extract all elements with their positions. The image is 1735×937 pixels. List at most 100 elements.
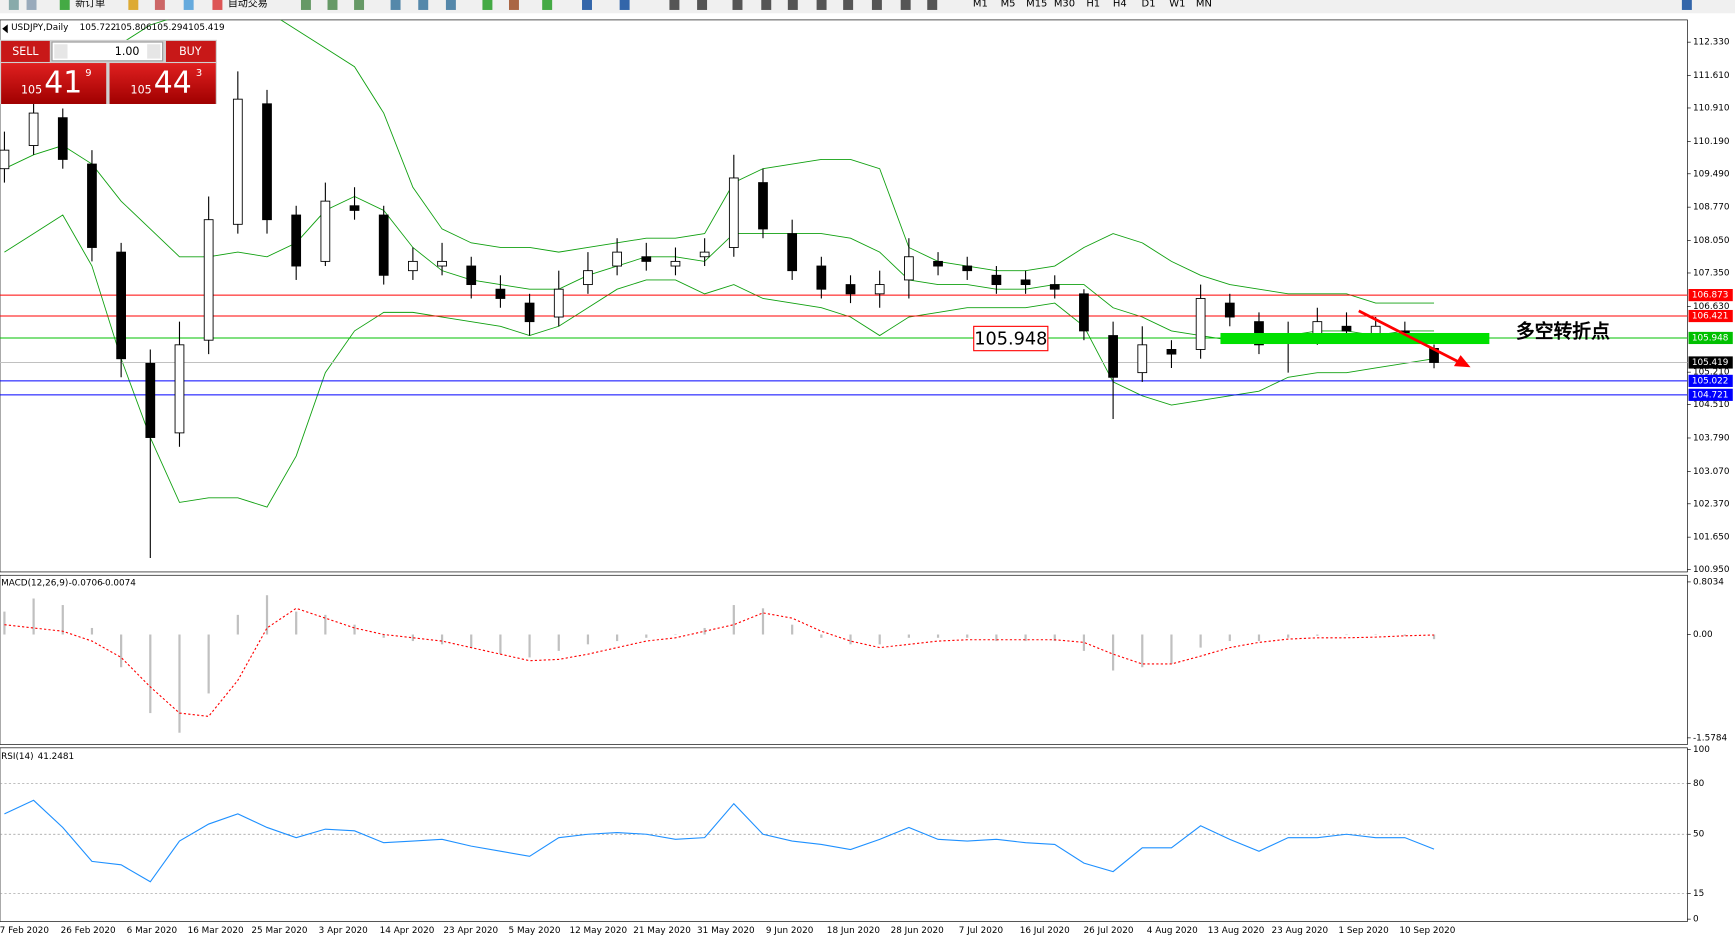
macd-bar bbox=[1053, 634, 1056, 642]
icon[interactable] bbox=[418, 0, 429, 10]
icon[interactable] bbox=[871, 0, 882, 10]
timeframe[interactable]: H4 bbox=[1113, 0, 1127, 9]
icon[interactable] bbox=[482, 0, 493, 10]
timeframe[interactable]: H1 bbox=[1086, 0, 1100, 9]
icon[interactable] bbox=[669, 0, 680, 10]
icon[interactable] bbox=[183, 0, 194, 10]
timeframe[interactable]: M30 bbox=[1054, 0, 1075, 9]
price-box bbox=[973, 325, 1049, 352]
y-tick-label: 102.370 bbox=[1693, 499, 1730, 509]
macd-bar bbox=[32, 598, 35, 635]
icon[interactable] bbox=[697, 0, 708, 10]
buy-price-big[interactable]: 105 bbox=[131, 84, 152, 97]
macd-bar bbox=[1024, 634, 1027, 642]
candle-body bbox=[1108, 335, 1118, 378]
level-tag-label: 105.022 bbox=[1692, 376, 1729, 386]
icon[interactable] bbox=[787, 0, 798, 10]
y-tick-label: 106.630 bbox=[1693, 302, 1730, 312]
new-order[interactable]: 新订单 bbox=[75, 0, 105, 9]
y-tick-label: 80 bbox=[1693, 779, 1705, 789]
macd-panel bbox=[0, 574, 1688, 745]
rsi-title: RSI(14) bbox=[1, 752, 34, 762]
icon[interactable] bbox=[8, 0, 19, 10]
icon[interactable] bbox=[128, 0, 139, 10]
lots-down[interactable] bbox=[54, 44, 68, 59]
icon[interactable] bbox=[900, 0, 911, 10]
icon[interactable] bbox=[927, 0, 938, 10]
lots[interactable]: 1.00 bbox=[115, 45, 140, 58]
icon[interactable] bbox=[390, 0, 401, 10]
icon[interactable] bbox=[843, 0, 854, 10]
macd-bar bbox=[557, 634, 560, 651]
sell-price-point[interactable]: 9 bbox=[85, 68, 91, 79]
icon[interactable] bbox=[732, 0, 743, 10]
x-tick-label: 13 Aug 2020 bbox=[1208, 926, 1265, 936]
buy-button[interactable] bbox=[165, 40, 216, 62]
signal-line bbox=[4, 607, 1435, 717]
candle-body bbox=[1079, 293, 1089, 332]
y-tick-label: 0.8034 bbox=[1693, 577, 1724, 587]
sell-button[interactable] bbox=[1, 40, 50, 62]
new-order-icon[interactable] bbox=[59, 0, 70, 10]
search-icon[interactable] bbox=[1681, 0, 1692, 10]
y-tick-label: 103.070 bbox=[1693, 467, 1730, 477]
candle-body bbox=[408, 260, 418, 272]
candle-body bbox=[349, 205, 360, 211]
y-tick-label: 0.00 bbox=[1693, 630, 1713, 640]
header-icon bbox=[2, 24, 8, 34]
candle-body bbox=[1224, 302, 1235, 318]
icon[interactable] bbox=[542, 0, 553, 10]
candle-body bbox=[670, 260, 681, 267]
icon[interactable] bbox=[619, 0, 630, 10]
timeframe[interactable]: W1 bbox=[1169, 0, 1185, 9]
icon[interactable] bbox=[354, 0, 365, 10]
timeframe[interactable]: MN bbox=[1196, 0, 1212, 9]
macd-bar bbox=[61, 605, 64, 635]
band-upper bbox=[4, 19, 1435, 304]
macd-bar bbox=[528, 634, 531, 658]
macd-bar bbox=[265, 595, 269, 635]
timeframe[interactable]: M15 bbox=[1026, 0, 1047, 9]
buy-price-pips[interactable]: 44 bbox=[154, 66, 192, 101]
icon[interactable] bbox=[445, 0, 456, 10]
macd-bar bbox=[849, 634, 852, 645]
timeframe[interactable]: D1 bbox=[1142, 0, 1156, 9]
icon[interactable] bbox=[582, 0, 592, 10]
sell-price-pips[interactable]: 41 bbox=[44, 66, 82, 101]
timeframe[interactable]: M1 bbox=[973, 0, 988, 9]
y-tick-label: 111.610 bbox=[1693, 71, 1730, 81]
buy-label[interactable]: BUY bbox=[179, 45, 202, 58]
auto-trading[interactable]: 自动交易 bbox=[228, 0, 268, 9]
y-tick-label: 110.190 bbox=[1693, 137, 1730, 147]
icon[interactable] bbox=[26, 0, 37, 10]
buy-price-button[interactable] bbox=[109, 63, 216, 104]
icon[interactable] bbox=[508, 0, 519, 10]
candle-body bbox=[174, 344, 185, 434]
macd-bar bbox=[207, 634, 210, 694]
sell-price-big[interactable]: 105 bbox=[21, 84, 42, 97]
macd-bar bbox=[1111, 634, 1115, 671]
icon[interactable] bbox=[154, 0, 165, 10]
x-tick-label: 26 Feb 2020 bbox=[61, 926, 116, 936]
icon[interactable] bbox=[761, 0, 772, 10]
level-tag bbox=[1688, 374, 1733, 387]
timeframe[interactable]: M5 bbox=[1001, 0, 1016, 9]
x-tick-label: 6 Mar 2020 bbox=[127, 926, 178, 936]
lots-input[interactable] bbox=[51, 41, 164, 62]
level-tag-label: 105.419 bbox=[1692, 358, 1729, 368]
icon[interactable] bbox=[327, 0, 338, 10]
price-panel bbox=[0, 19, 1688, 573]
sell-label[interactable]: SELL bbox=[12, 45, 39, 58]
open: 105.722 bbox=[80, 23, 117, 33]
x-tick-label: 12 May 2020 bbox=[569, 926, 627, 936]
auto-trading-icon[interactable] bbox=[212, 0, 223, 10]
lots-up[interactable] bbox=[147, 44, 161, 59]
buy-price-point[interactable]: 3 bbox=[196, 68, 202, 79]
sell-price-button[interactable] bbox=[1, 63, 107, 104]
icon[interactable] bbox=[816, 0, 827, 10]
x-tick-label: 1 Sep 2020 bbox=[1338, 926, 1389, 936]
price-box-label: 105.948 bbox=[974, 330, 1047, 350]
candle-body bbox=[378, 214, 389, 276]
y-tick-label: 101.650 bbox=[1693, 533, 1730, 543]
icon[interactable] bbox=[300, 0, 311, 10]
